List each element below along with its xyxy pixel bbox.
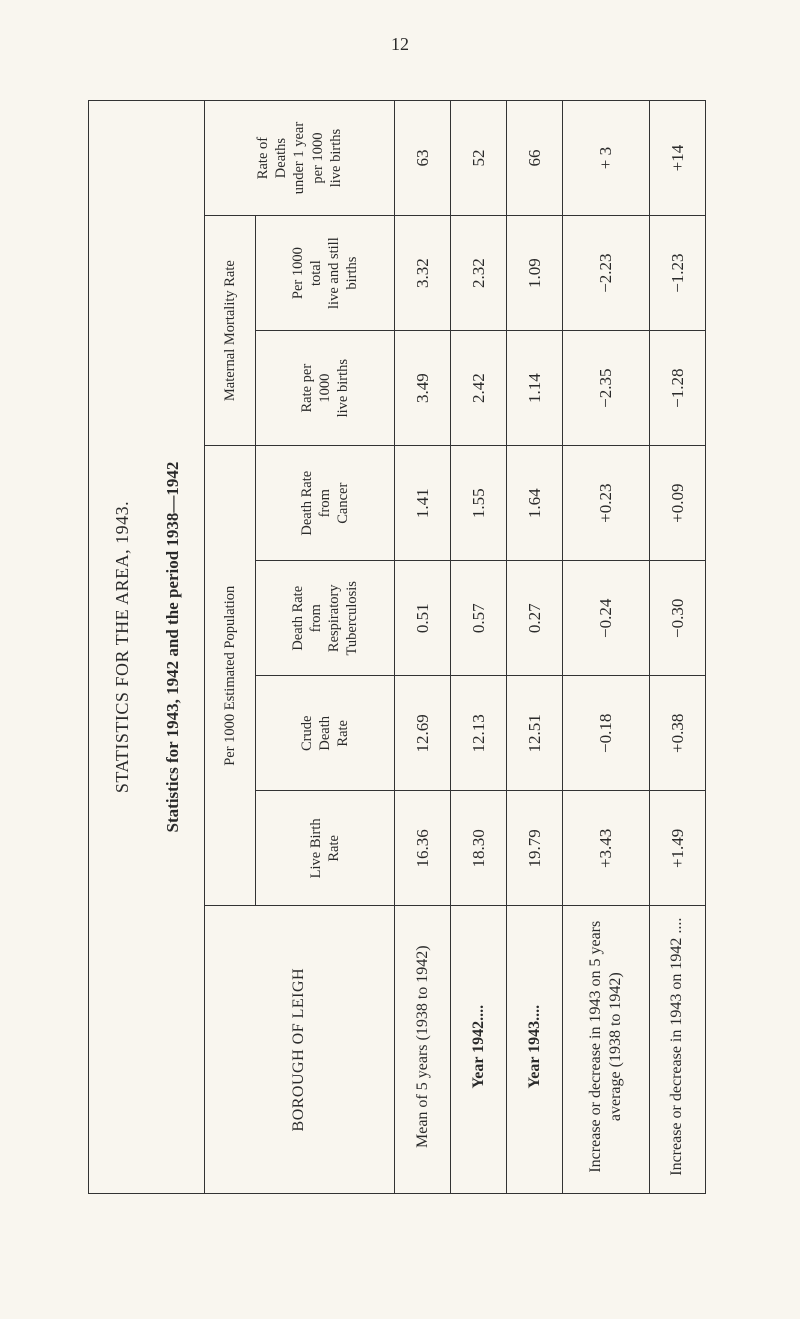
cell: +1.49 [649,791,705,906]
hdr-resp-tb: Death RatefromRespiratoryTuberculosis [255,561,395,676]
row-label: Year 1943.... [507,906,563,1194]
table-row: Increase or decrease in 1943 on 5 years … [563,101,650,1194]
cell: 2.32 [451,216,507,331]
cell: −1.28 [649,331,705,446]
cell: 12.69 [395,676,451,791]
rotated-table-wrapper: STATISTICS FOR THE AREA, 1943. Statistic… [88,0,800,100]
hdr-live-birth: Live BirthRate [255,791,395,906]
header-group-row: BOROUGH OF LEIGH Per 1000 Estimated Popu… [204,101,255,1194]
cell: 19.79 [507,791,563,906]
cell: +14 [649,101,705,216]
row-label-text: Year 1943.... [526,1005,543,1089]
rotated-table-inner: STATISTICS FOR THE AREA, 1943. Statistic… [88,100,706,1194]
cell: 0.27 [507,561,563,676]
cell: −1.23 [649,216,705,331]
row-label: Year 1942.... [451,906,507,1194]
cell: 3.49 [395,331,451,446]
row-label: Increase or decrease in 1943 on 5 years … [563,906,650,1194]
hdr-cancer: Death RatefromCancer [255,446,395,561]
subtitle: Statistics for 1943, 1942 and the period… [149,101,204,1194]
table-row: Year 1942.... 18.30 12.13 0.57 1.55 2.42… [451,101,507,1194]
statistics-table: STATISTICS FOR THE AREA, 1943. Statistic… [88,100,706,1194]
hdr-mat-lb: Rate per1000live births [255,331,395,446]
row-label: Mean of 5 years (1938 to 1942) [395,906,451,1194]
cell: 2.42 [451,331,507,446]
cell: 1.55 [451,446,507,561]
title-row: STATISTICS FOR THE AREA, 1943. [89,101,149,1194]
row-label-text: Year 1942.... [470,1005,487,1089]
cell: 1.14 [507,331,563,446]
cell: +0.38 [649,676,705,791]
cell: 3.32 [395,216,451,331]
hdr-crude-death: CrudeDeathRate [255,676,395,791]
cell: −2.35 [563,331,650,446]
main-title: STATISTICS FOR THE AREA, 1943. [89,101,149,1194]
cell: 12.13 [451,676,507,791]
cell: +0.23 [563,446,650,561]
cell: 16.36 [395,791,451,906]
cell: 1.64 [507,446,563,561]
cell: 12.51 [507,676,563,791]
cell: 66 [507,101,563,216]
cell: −0.24 [563,561,650,676]
hdr-under1: Rate ofDeathsunder 1 yearper 1000live bi… [204,101,395,216]
cell: 63 [395,101,451,216]
table-row: Increase or decrease in 1943 on 1942 ...… [649,101,705,1194]
cell: −2.23 [563,216,650,331]
table-row: Year 1943.... 19.79 12.51 0.27 1.64 1.14… [507,101,563,1194]
cell: −0.30 [649,561,705,676]
cell: +3.43 [563,791,650,906]
cell: 0.51 [395,561,451,676]
cell: −0.18 [563,676,650,791]
subtitle-row: Statistics for 1943, 1942 and the period… [149,101,204,1194]
group-per1000: Per 1000 Estimated Population [204,446,255,906]
cell: 18.30 [451,791,507,906]
cell: 1.09 [507,216,563,331]
row-label: Increase or decrease in 1943 on 1942 ...… [649,906,705,1194]
hdr-mat-total: Per 1000totallive and stillbirths [255,216,395,331]
cell: 52 [451,101,507,216]
borough-header: BOROUGH OF LEIGH [204,906,395,1194]
page: 12 STATISTICS FOR THE AREA, 1943. Statis… [0,0,800,1319]
cell: 0.57 [451,561,507,676]
cell: 1.41 [395,446,451,561]
cell: +0.09 [649,446,705,561]
table-row: Mean of 5 years (1938 to 1942) 16.36 12.… [395,101,451,1194]
cell: + 3 [563,101,650,216]
group-maternal: Maternal Mortality Rate [204,216,255,446]
